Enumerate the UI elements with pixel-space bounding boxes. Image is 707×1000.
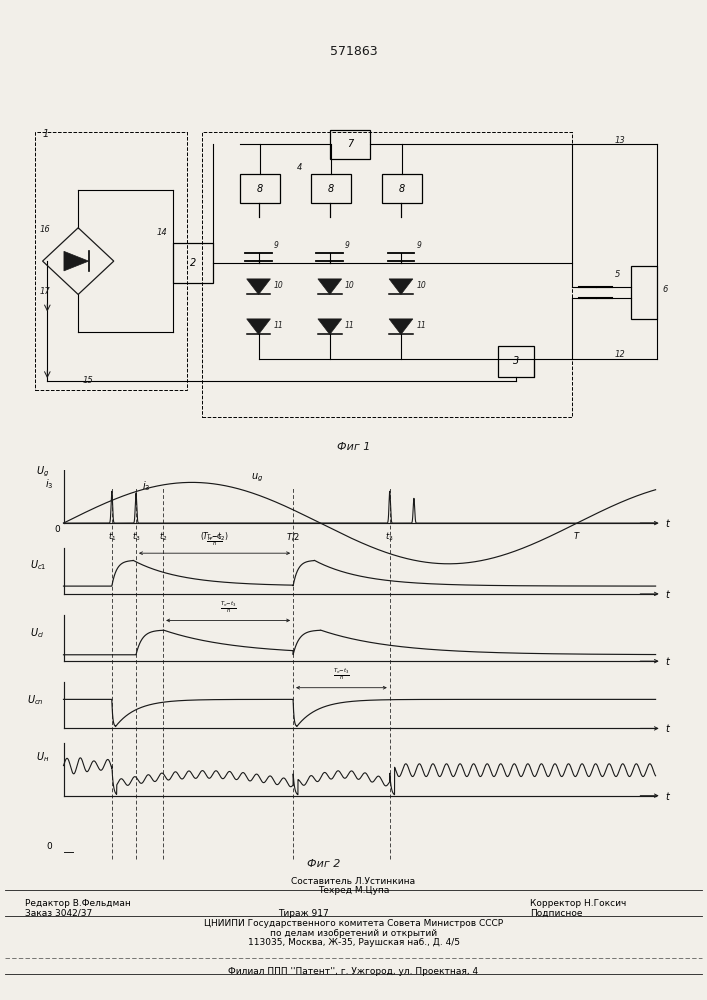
Text: 17: 17: [40, 287, 50, 296]
Text: $U_н$: $U_н$: [36, 750, 49, 764]
Text: 11: 11: [345, 321, 355, 330]
Text: 9: 9: [345, 241, 350, 250]
Polygon shape: [318, 319, 341, 334]
Text: $U_{c1}$: $U_{c1}$: [30, 559, 47, 572]
Text: 9: 9: [416, 241, 421, 250]
Text: $t_1$: $t_1$: [107, 530, 116, 543]
Text: 0: 0: [47, 842, 52, 851]
Text: $T/2$: $T/2$: [286, 531, 300, 542]
Text: $\frac{T_н{-}t_3}{n}$: $\frac{T_н{-}t_3}{n}$: [220, 599, 237, 615]
Text: Техред М.Цупа: Техред М.Цупа: [318, 886, 389, 895]
Text: Тираж 917: Тираж 917: [278, 909, 328, 918]
Text: $\frac{T_н{-}t_3}{n}$: $\frac{T_н{-}t_3}{n}$: [333, 667, 350, 682]
Bar: [631, 266, 658, 319]
Text: $u_g$: $u_g$: [251, 471, 263, 484]
Text: $t_3$: $t_3$: [132, 530, 140, 543]
Text: $i_3$: $i_3$: [45, 477, 54, 491]
Text: 571863: 571863: [329, 45, 378, 58]
Text: 6: 6: [662, 285, 667, 294]
Text: 14: 14: [156, 228, 168, 237]
Text: 15: 15: [83, 376, 93, 385]
Text: 3: 3: [513, 356, 519, 366]
Text: 8: 8: [257, 184, 263, 194]
Text: $t$: $t$: [665, 790, 671, 802]
Text: по делам изобретений и открытий: по делам изобретений и открытий: [270, 928, 437, 938]
Text: ЦНИИПИ Государственного комитета Совета Министров СССР: ЦНИИПИ Государственного комитета Совета …: [204, 919, 503, 928]
Bar: [329, 130, 370, 159]
Text: 113035, Москва, Ж-35, Раушская наб., Д. 4/5: 113035, Москва, Ж-35, Раушская наб., Д. …: [247, 938, 460, 947]
Text: $(T_н{-}t_2)$: $(T_н{-}t_2)$: [200, 530, 229, 543]
Bar: [173, 243, 214, 283]
Text: $U_{ci}$: $U_{ci}$: [30, 626, 45, 640]
Text: $U_g$: $U_g$: [36, 465, 49, 479]
Bar: [240, 174, 280, 203]
Polygon shape: [389, 319, 413, 334]
Text: $t$: $t$: [665, 517, 671, 529]
Bar: [35, 132, 187, 390]
Polygon shape: [247, 279, 270, 294]
Text: 10: 10: [416, 281, 426, 290]
Text: 4: 4: [296, 163, 302, 172]
Text: 10: 10: [274, 281, 284, 290]
Text: $t$: $t$: [665, 655, 671, 667]
Text: $t$: $t$: [665, 722, 671, 734]
Text: $t$: $t$: [665, 588, 671, 600]
Text: Редактор В.Фельдман: Редактор В.Фельдман: [25, 899, 131, 908]
Bar: [382, 174, 422, 203]
Text: Фиг 1: Фиг 1: [337, 442, 370, 452]
Polygon shape: [247, 319, 270, 334]
Text: 10: 10: [345, 281, 355, 290]
Text: Корректор Н.Гоксич: Корректор Н.Гоксич: [530, 899, 626, 908]
Bar: [201, 132, 572, 417]
Bar: [311, 174, 351, 203]
Text: 12: 12: [614, 350, 625, 359]
Polygon shape: [64, 251, 88, 271]
Text: 16: 16: [40, 225, 50, 234]
Text: Подписное: Подписное: [530, 909, 583, 918]
Text: 9: 9: [274, 241, 279, 250]
Text: 2: 2: [190, 258, 197, 268]
Text: 11: 11: [416, 321, 426, 330]
Text: Филиал ППП ''Патент'', г. Ужгород, ул. Проектная, 4: Филиал ППП ''Патент'', г. Ужгород, ул. П…: [228, 968, 479, 976]
Text: Составитель Л.Устинкина: Составитель Л.Устинкина: [291, 876, 416, 886]
Text: $t_3$: $t_3$: [385, 530, 394, 543]
Text: 5: 5: [614, 270, 620, 279]
Text: 1: 1: [42, 129, 49, 139]
Text: 13: 13: [614, 136, 625, 145]
Polygon shape: [318, 279, 341, 294]
Text: $U_{cn}$: $U_{cn}$: [28, 693, 44, 707]
Text: 8: 8: [399, 184, 405, 194]
Bar: [498, 346, 534, 377]
Text: $T$: $T$: [573, 530, 581, 541]
Text: 8: 8: [328, 184, 334, 194]
Text: 7: 7: [347, 139, 353, 149]
Text: $i_3$: $i_3$: [142, 479, 151, 493]
Text: $t_2$: $t_2$: [159, 530, 168, 543]
Text: Заказ 3042/37: Заказ 3042/37: [25, 909, 93, 918]
Polygon shape: [389, 279, 413, 294]
Text: 11: 11: [274, 321, 284, 330]
Text: Фиг 2: Фиг 2: [307, 859, 340, 869]
Text: $\frac{T_н{-}t_3}{n}$: $\frac{T_н{-}t_3}{n}$: [206, 532, 223, 548]
Text: 0: 0: [54, 525, 60, 534]
